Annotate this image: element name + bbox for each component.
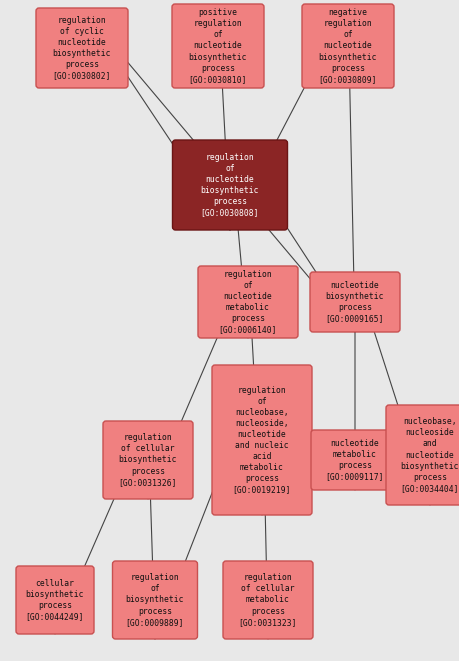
- Text: regulation
of cellular
metabolic
process
[GO:0031323]: regulation of cellular metabolic process…: [238, 573, 297, 627]
- FancyBboxPatch shape: [223, 561, 312, 639]
- FancyBboxPatch shape: [302, 4, 393, 88]
- FancyBboxPatch shape: [172, 4, 263, 88]
- FancyBboxPatch shape: [172, 140, 287, 230]
- Text: negative
regulation
of
nucleotide
biosynthetic
process
[GO:0030809]: negative regulation of nucleotide biosyn…: [318, 8, 376, 84]
- Text: positive
regulation
of
nucleotide
biosynthetic
process
[GO:0030810]: positive regulation of nucleotide biosyn…: [188, 8, 247, 84]
- FancyBboxPatch shape: [212, 365, 311, 515]
- FancyBboxPatch shape: [309, 272, 399, 332]
- Text: nucleotide
biosynthetic
process
[GO:0009165]: nucleotide biosynthetic process [GO:0009…: [325, 281, 383, 323]
- Text: regulation
of cellular
biosynthetic
process
[GO:0031326]: regulation of cellular biosynthetic proc…: [118, 434, 177, 486]
- Text: cellular
biosynthetic
process
[GO:0044249]: cellular biosynthetic process [GO:004424…: [26, 579, 84, 621]
- Text: regulation
of
nucleotide
metabolic
process
[GO:0006140]: regulation of nucleotide metabolic proce…: [218, 270, 277, 334]
- Text: regulation
of
biosynthetic
process
[GO:0009889]: regulation of biosynthetic process [GO:0…: [125, 573, 184, 627]
- Text: regulation
of
nucleobase,
nucleoside,
nucleotide
and nucleic
acid
metabolic
proc: regulation of nucleobase, nucleoside, nu…: [232, 385, 291, 494]
- FancyBboxPatch shape: [385, 405, 459, 505]
- Text: regulation
of cyclic
nucleotide
biosynthetic
process
[GO:0030802]: regulation of cyclic nucleotide biosynth…: [53, 16, 111, 80]
- Text: nucleobase,
nucleoside
and
nucleotide
biosynthetic
process
[GO:0034404]: nucleobase, nucleoside and nucleotide bi…: [400, 417, 458, 493]
- Text: regulation
of
nucleotide
biosynthetic
process
[GO:0030808]: regulation of nucleotide biosynthetic pr…: [200, 153, 259, 217]
- FancyBboxPatch shape: [36, 8, 128, 88]
- FancyBboxPatch shape: [103, 421, 193, 499]
- FancyBboxPatch shape: [112, 561, 197, 639]
- FancyBboxPatch shape: [197, 266, 297, 338]
- FancyBboxPatch shape: [310, 430, 398, 490]
- FancyBboxPatch shape: [16, 566, 94, 634]
- Text: nucleotide
metabolic
process
[GO:0009117]: nucleotide metabolic process [GO:0009117…: [325, 439, 383, 481]
